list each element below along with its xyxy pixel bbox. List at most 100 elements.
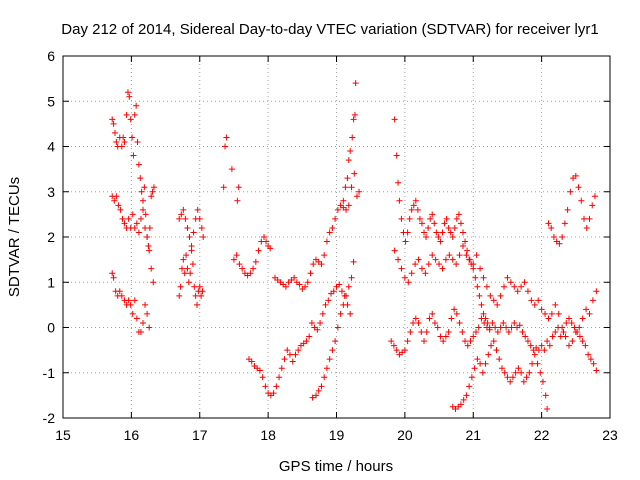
data-point — [139, 206, 146, 213]
data-point — [348, 184, 355, 191]
data-point — [478, 301, 485, 308]
data-point — [541, 347, 548, 354]
data-point — [476, 292, 483, 299]
x-axis-label: GPS time / hours — [279, 458, 393, 475]
series-track-K — [309, 258, 357, 401]
data-point — [439, 265, 446, 272]
data-point — [184, 224, 191, 231]
data-point — [113, 138, 120, 145]
y-tick-label: 2 — [47, 229, 55, 245]
data-point — [489, 319, 496, 326]
data-point — [497, 292, 504, 299]
data-point — [445, 329, 452, 336]
data-point — [148, 193, 155, 200]
data-point — [448, 315, 455, 322]
data-point — [146, 324, 153, 331]
data-point — [150, 279, 157, 286]
data-point — [459, 329, 466, 336]
data-point — [326, 229, 333, 236]
data-point — [276, 374, 283, 381]
data-point — [531, 351, 538, 358]
data-point — [137, 329, 144, 336]
data-point — [144, 310, 151, 317]
data-point — [504, 274, 511, 281]
grid — [63, 56, 610, 418]
data-point — [307, 270, 314, 277]
data-point — [466, 256, 473, 263]
x-tick-label: 22 — [534, 427, 550, 443]
data-point — [449, 256, 456, 263]
data-point — [571, 324, 578, 331]
data-point — [133, 315, 140, 322]
data-point — [319, 310, 326, 317]
data-point — [433, 229, 440, 236]
data-point — [418, 220, 425, 227]
data-point — [496, 356, 503, 363]
data-point — [252, 258, 259, 265]
data-point — [230, 256, 237, 263]
data-point — [439, 229, 446, 236]
data-point — [332, 215, 339, 222]
data-point — [442, 333, 449, 340]
data-point — [579, 338, 586, 345]
data-point — [480, 310, 487, 317]
data-point — [518, 369, 525, 376]
data-point — [515, 365, 522, 372]
series-track-G — [230, 234, 274, 279]
data-point — [309, 394, 316, 401]
data-point — [393, 152, 400, 159]
x-tick-label: 20 — [397, 427, 413, 443]
data-point — [546, 342, 553, 349]
data-point — [235, 184, 242, 191]
data-point — [560, 329, 567, 336]
data-point — [352, 80, 359, 87]
data-point — [472, 329, 479, 336]
data-point — [415, 319, 422, 326]
data-point — [421, 229, 428, 236]
data-point — [412, 261, 419, 268]
data-point — [586, 215, 593, 222]
data-point — [453, 261, 460, 268]
data-point — [508, 324, 515, 331]
data-point — [228, 166, 235, 173]
data-point — [281, 356, 288, 363]
y-tick-label: 1 — [47, 274, 55, 290]
data-point — [453, 215, 460, 222]
data-point — [514, 288, 521, 295]
data-point — [248, 358, 255, 365]
data-point — [490, 297, 497, 304]
data-point — [437, 333, 444, 340]
data-point — [440, 338, 447, 345]
data-point — [456, 252, 463, 259]
data-point — [109, 270, 116, 277]
data-point — [572, 172, 579, 179]
data-point — [176, 215, 183, 222]
data-point — [559, 234, 566, 240]
series-track-P — [545, 172, 598, 247]
data-point — [583, 306, 590, 313]
data-point — [139, 319, 146, 326]
data-point — [427, 215, 434, 222]
data-point — [250, 265, 257, 272]
data-point — [555, 324, 562, 331]
data-point — [582, 342, 589, 349]
data-point — [555, 310, 562, 317]
data-point — [477, 265, 484, 272]
data-point — [182, 215, 189, 222]
data-point — [401, 347, 408, 354]
data-point — [343, 206, 350, 213]
data-point — [500, 319, 507, 326]
data-point — [325, 297, 332, 304]
data-point — [457, 401, 464, 408]
data-point — [474, 283, 481, 290]
data-point — [116, 288, 123, 295]
data-point — [575, 184, 582, 191]
data-point — [220, 184, 227, 191]
series-track-I — [271, 170, 363, 293]
series-track-C — [109, 270, 153, 336]
data-point — [501, 283, 508, 290]
data-point — [494, 329, 501, 336]
data-point — [488, 342, 495, 349]
data-point — [295, 347, 302, 354]
data-point — [504, 374, 511, 381]
